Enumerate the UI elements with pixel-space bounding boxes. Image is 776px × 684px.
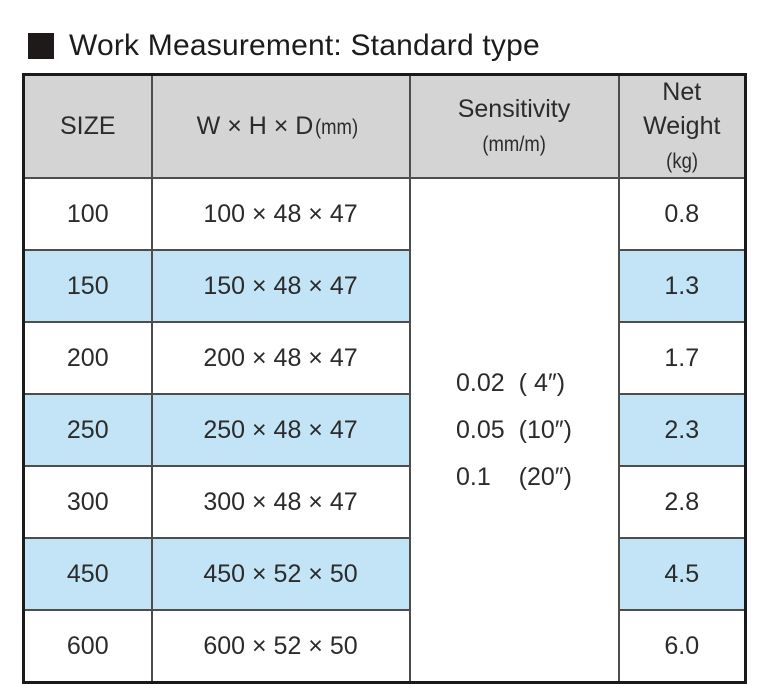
col-header-sensitivity: Sensitivity (mm/m) (408, 73, 620, 180)
section-title-text: Work Measurement: Standard type (69, 29, 540, 62)
sensitivity-value: 0.05 (456, 415, 505, 444)
table-row: 100 100 × 48 × 47 0.02 ( 4″) 0.05 (10″) 0.… (22, 177, 747, 684)
sensitivity-value: 0.02 (456, 368, 505, 397)
table-row: 250 250 × 48 × 47 2.3 (22, 393, 747, 468)
dimensions-cell: 600 × 52 × 50 (150, 609, 411, 684)
dimensions-cell: 250 × 48 × 47 (150, 393, 411, 468)
net-weight-cell: 0.8 (617, 177, 747, 252)
dimensions-cell: 450 × 52 × 50 (150, 537, 411, 612)
col-header-size-label: SIZE (59, 112, 116, 141)
net-weight-cell: 2.8 (617, 465, 747, 540)
size-cell: 300 (22, 465, 153, 540)
sensitivity-seconds: (10″) (518, 415, 572, 444)
table-row: 200 200 × 48 × 47 1.7 (22, 321, 747, 396)
col-header-net-weight-label: Net Weight (643, 78, 721, 140)
size-cell: 600 (22, 609, 153, 684)
col-header-dimensions-unit: (mm) (315, 116, 359, 140)
table-header-row: SIZE W × H × D(mm) Sensitivity (mm/m) Ne… (22, 73, 747, 180)
size-cell: 100 (22, 177, 153, 252)
table-row: 600 600 × 52 × 50 6.0 (22, 609, 747, 684)
col-header-size: SIZE (22, 73, 153, 180)
sensitivity-value: 0.1 (456, 462, 491, 491)
black-square-bullet-icon (28, 33, 54, 59)
sensitivity-seconds: (20″) (518, 462, 572, 491)
table-row: 300 300 × 48 × 47 2.8 (22, 465, 747, 540)
size-cell: 200 (22, 321, 153, 396)
work-measurement-table: SIZE W × H × D(mm) Sensitivity (mm/m) Ne… (22, 73, 747, 684)
dimensions-cell: 150 × 48 × 47 (150, 249, 411, 324)
size-cell: 250 (22, 393, 153, 468)
net-weight-cell: 2.3 (617, 393, 747, 468)
col-header-net-weight-unit: (kg) (665, 149, 698, 173)
dimensions-cell: 300 × 48 × 47 (150, 465, 411, 540)
sensitivity-values: 0.02 ( 4″) 0.05 (10″) 0.1 (20″) (456, 369, 572, 492)
dimensions-cell: 200 × 48 × 47 (150, 321, 411, 396)
col-header-sensitivity-label: Sensitivity (457, 94, 571, 123)
size-cell: 150 (22, 249, 153, 324)
table-row: 450 450 × 52 × 50 4.5 (22, 537, 747, 612)
net-weight-cell: 1.3 (617, 249, 747, 324)
net-weight-cell: 6.0 (617, 609, 747, 684)
net-weight-cell: 4.5 (617, 537, 747, 612)
sensitivity-cell: 0.02 ( 4″) 0.05 (10″) 0.1 (20″) (408, 177, 620, 684)
col-header-net-weight: Net Weight (kg) (617, 73, 747, 180)
net-weight-cell: 1.7 (617, 321, 747, 396)
size-cell: 450 (22, 537, 153, 612)
dimensions-cell: 100 × 48 × 47 (150, 177, 411, 252)
col-header-dimensions: W × H × D(mm) (150, 73, 411, 180)
col-header-dimensions-label: W × H × D (196, 112, 314, 141)
col-header-sensitivity-unit: (mm/m) (482, 132, 546, 156)
sensitivity-seconds: ( 4″) (518, 368, 566, 397)
section-title: Work Measurement: Standard type (28, 31, 540, 61)
table-row: 150 150 × 48 × 47 1.3 (22, 249, 747, 324)
